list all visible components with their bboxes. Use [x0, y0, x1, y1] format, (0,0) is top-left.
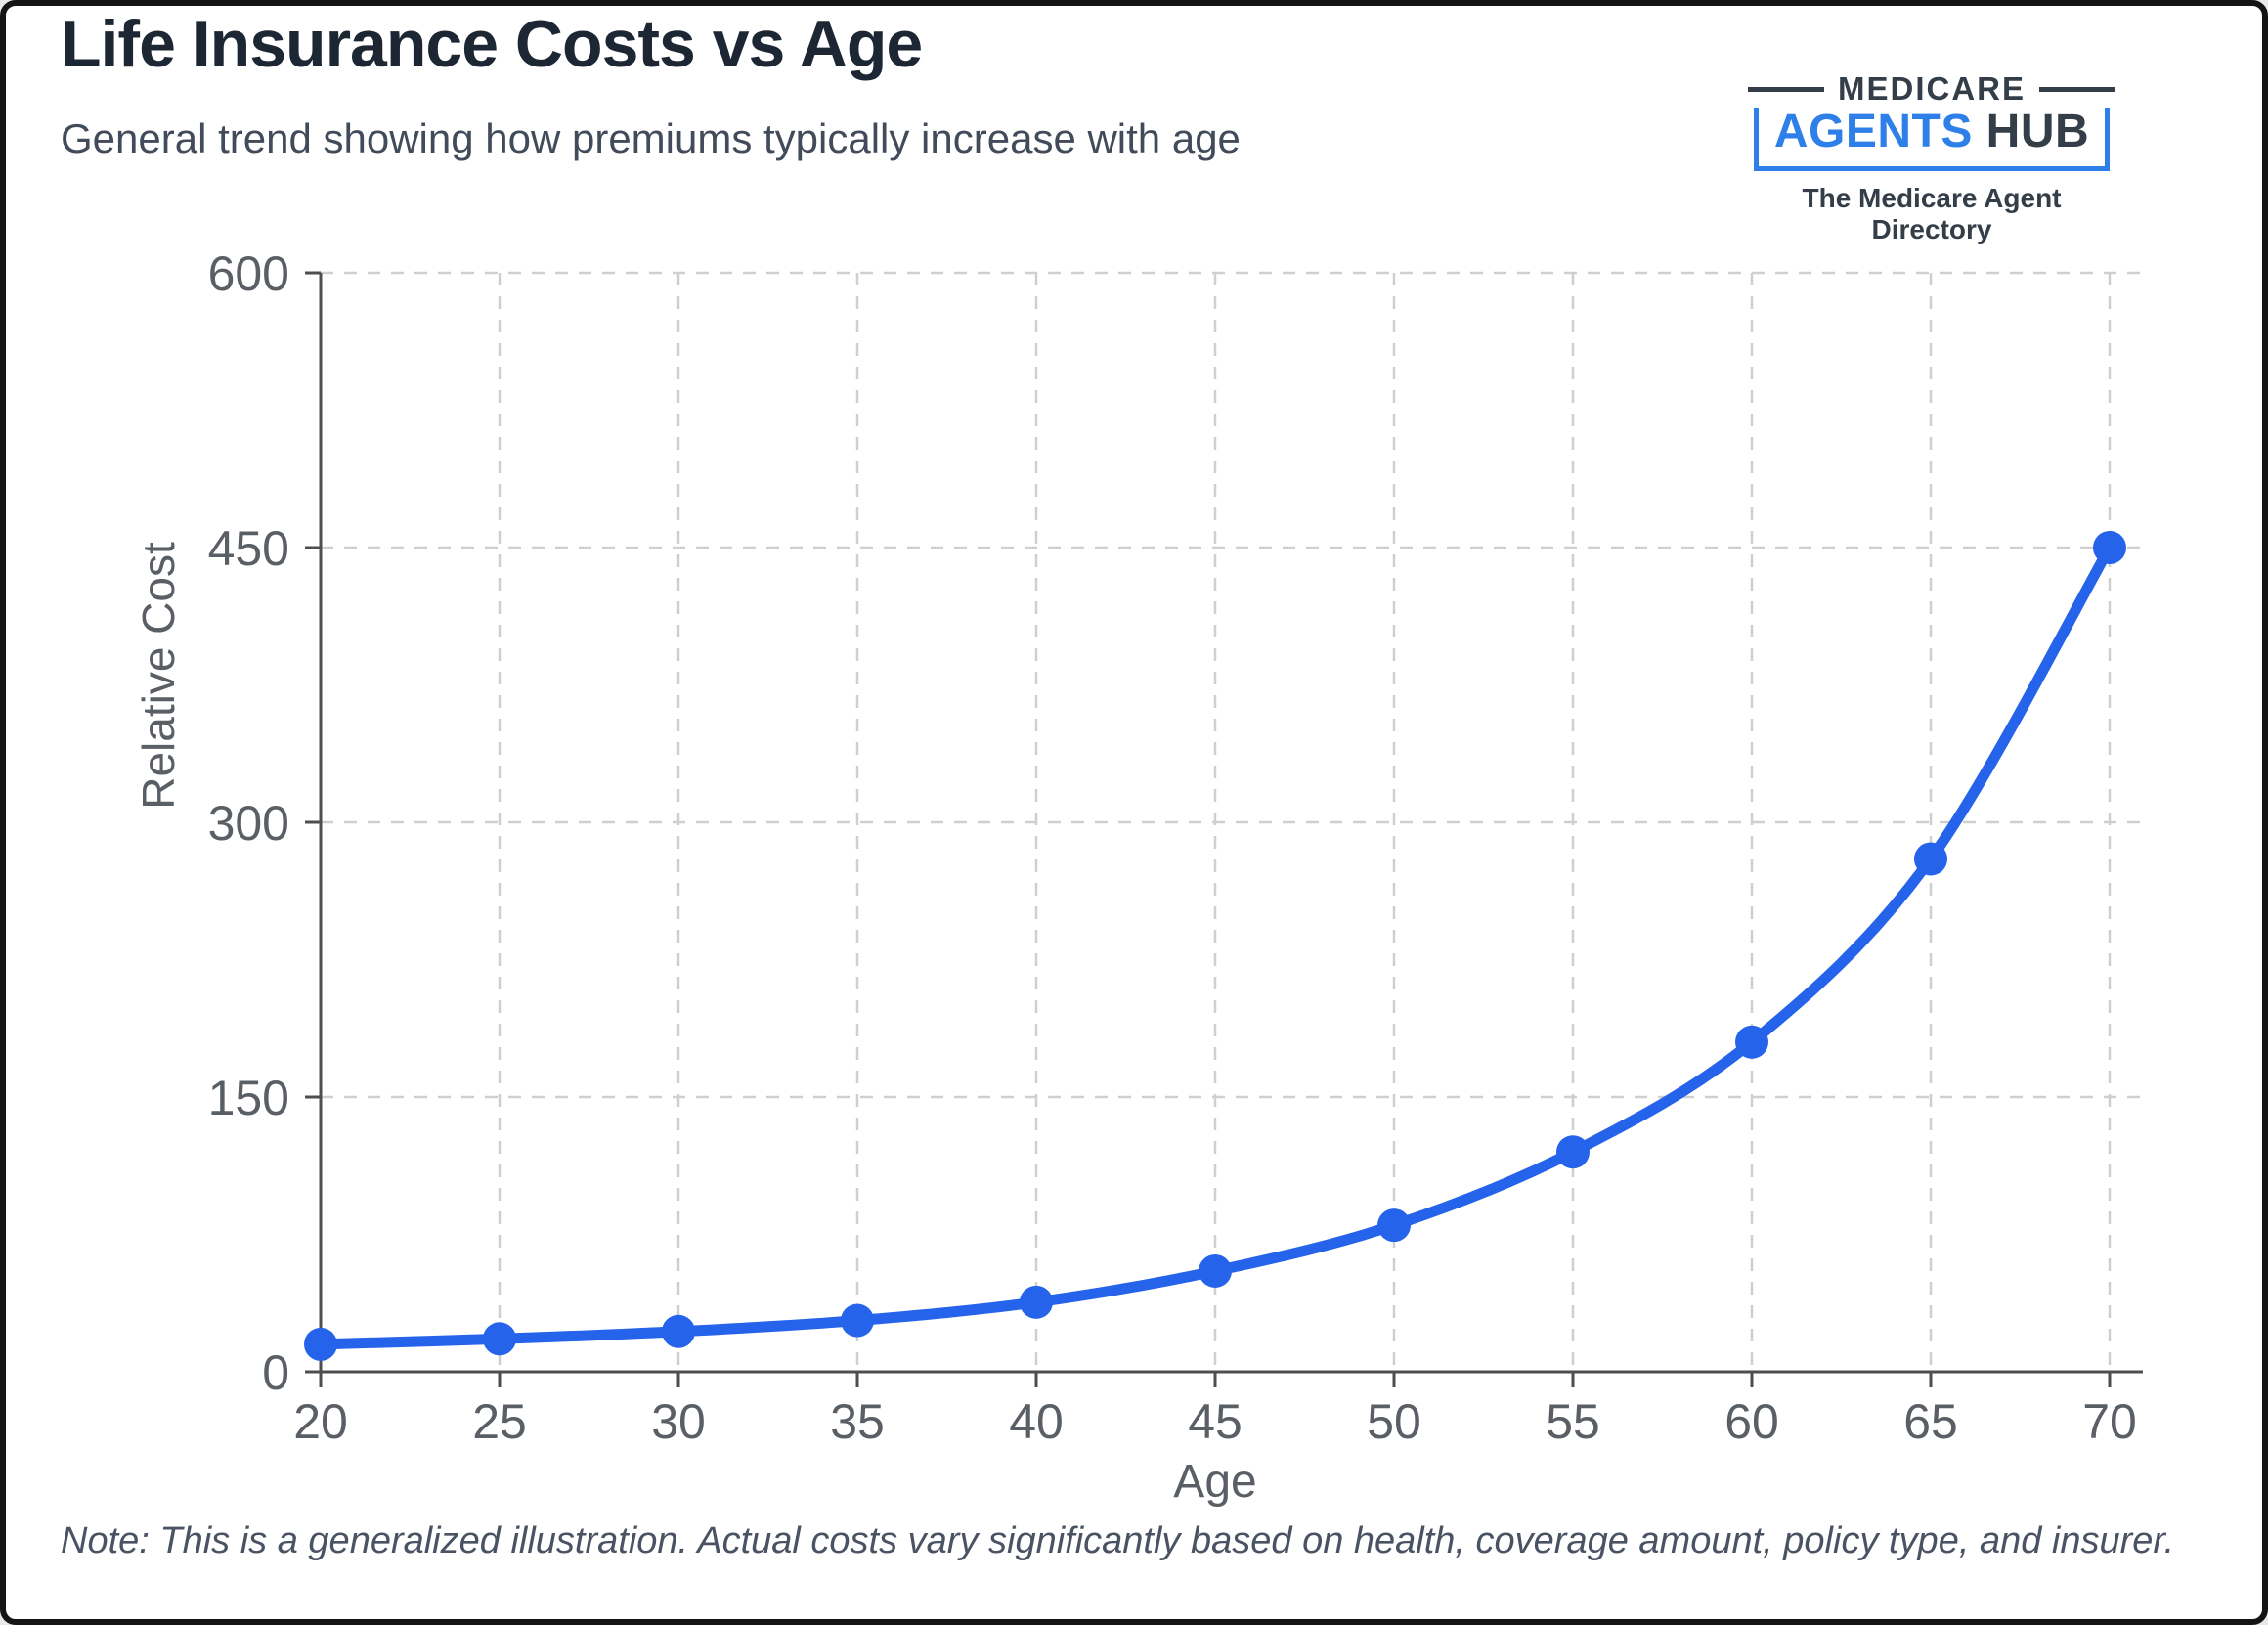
x-tick-label: 55: [1546, 1394, 1600, 1449]
x-tick-label: 35: [830, 1394, 885, 1449]
x-tick-label: 45: [1188, 1394, 1243, 1449]
logo-hub-text: HUB: [1985, 106, 2090, 157]
data-point: [483, 1322, 516, 1356]
data-point: [304, 1327, 337, 1361]
logo-left-rule: [1747, 86, 1824, 92]
x-tick-label: 70: [2082, 1394, 2137, 1449]
medicare-agents-hub-logo: MEDICARE AGENTS HUB The Medicare Agent D…: [1745, 63, 2118, 245]
logo-wordmark: AGENTS HUB: [1770, 105, 2093, 158]
y-tick-label: 300: [208, 796, 289, 851]
x-tick-label: 65: [1903, 1394, 1958, 1449]
footnote: Note: This is a generalized illustration…: [61, 1520, 2175, 1561]
x-tick-label: 60: [1724, 1394, 1779, 1449]
x-tick-label: 20: [293, 1394, 348, 1449]
x-tick-label: 40: [1009, 1394, 1064, 1449]
series-line: [315, 542, 2115, 1350]
data-point: [1556, 1135, 1590, 1169]
y-tick-label: 150: [208, 1071, 289, 1125]
logo-agents-text: AGENTS: [1773, 106, 1973, 157]
data-point: [1199, 1253, 1232, 1288]
data-point: [1020, 1285, 1053, 1319]
x-tick-label: 50: [1367, 1394, 1421, 1449]
page-subtitle: General trend showing how premiums typic…: [61, 115, 1241, 161]
logo-box: MEDICARE AGENTS HUB: [1745, 70, 2118, 171]
x-tick-label: 30: [651, 1394, 706, 1449]
chart-canvas: 0 150 300 450 600 20 25 30 35 40 45 50 55 60 65 70 Age Re…: [133, 246, 2143, 1508]
y-axis-title: Relative Cost: [133, 542, 184, 810]
data-point: [841, 1303, 874, 1338]
page-title: Life Insurance Costs vs Age: [61, 7, 923, 81]
x-axis-title: Age: [1173, 1456, 1256, 1508]
data-point: [2093, 531, 2126, 564]
y-tick-label: 0: [262, 1345, 289, 1400]
y-tick-label: 600: [208, 246, 289, 301]
logo-right-rule: [2039, 86, 2116, 92]
data-point: [1735, 1025, 1768, 1059]
x-tick-label: 25: [472, 1394, 527, 1449]
logo-tagline: The Medicare Agent Directory: [1802, 183, 2062, 244]
logo-medicare-text: MEDICARE: [1837, 70, 2027, 107]
y-tick-label: 450: [208, 521, 289, 576]
data-point: [1377, 1208, 1411, 1243]
logo-top-word: MEDICARE: [1745, 70, 2118, 108]
line-chart: 0 150 300 450 600 20 25 30 35 40 45 50 55 60 65 70 Age Re…: [6, 6, 2262, 1619]
data-point: [662, 1314, 695, 1348]
data-point: [1914, 842, 1947, 876]
